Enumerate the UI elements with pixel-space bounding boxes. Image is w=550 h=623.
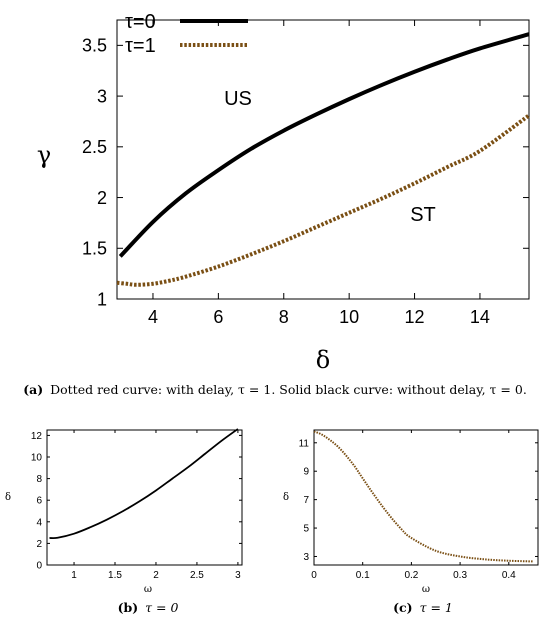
y-tick-label: 2.5 <box>82 137 107 157</box>
panel-b-plot-frame <box>46 429 243 566</box>
panel-c-ticks: 0 0.1 0.2 0.3 0.4 3 5 7 9 11 <box>299 430 538 581</box>
x-tick-label: 0.2 <box>404 570 418 581</box>
series-line-b-0 <box>49 428 239 540</box>
caption-c-text: τ = 1 <box>420 600 453 615</box>
x-tick-label: 10 <box>339 307 359 327</box>
caption-a-prefix: (a) <box>23 382 43 397</box>
x-tick-label: 12 <box>405 307 425 327</box>
panel-a-x-axis-label: δ <box>316 346 330 374</box>
caption-a: (a) Dotted red curve: with delay, τ = 1.… <box>23 382 527 397</box>
panel-a-plot-frame <box>116 19 530 300</box>
y-tick-label: 6 <box>36 496 42 507</box>
y-tick-label: 2 <box>36 539 42 550</box>
y-tick-label: 0 <box>36 561 42 572</box>
panel-b-x-axis-label: ω <box>144 584 152 595</box>
caption-a-text: Dotted red curve: with delay, τ = 1. Sol… <box>50 382 527 397</box>
y-tick-label: 1 <box>97 289 107 309</box>
y-tick-label: 3.5 <box>82 36 107 56</box>
panel-c-plot-frame <box>313 429 539 566</box>
caption-c-prefix: (c) <box>393 600 412 615</box>
panel-a-series <box>116 32 531 287</box>
panel-a-chart: 4 6 8 10 12 14 1 1.5 2 2.5 3 3.5 δ γ US ST τ=0 τ=1 <box>37 11 531 374</box>
panel-c-series <box>313 430 534 563</box>
y-tick-label: 3 <box>97 86 107 106</box>
panel-b-chart: 1 1.5 2 2.5 3 0 2 4 6 8 10 12 ω δ <box>5 428 243 595</box>
panel-c-chart: 0 0.1 0.2 0.3 0.4 3 5 7 9 11 ω δ <box>283 429 539 595</box>
y-tick-label: 9 <box>303 467 309 478</box>
panel-a-y-axis-label: γ <box>37 141 51 169</box>
caption-b-text: τ = 0 <box>145 600 178 615</box>
y-tick-label: 4 <box>36 517 42 528</box>
panel-a-legend: τ=0 τ=1 <box>125 11 248 57</box>
y-tick-label: 5 <box>303 524 309 535</box>
x-tick-label: 1 <box>71 570 77 581</box>
y-tick-label: 2 <box>97 188 107 208</box>
series-line-a-1 <box>116 113 531 287</box>
panel-a-ticks: 4 6 8 10 12 14 1 1.5 2 2.5 3 3.5 <box>82 20 529 327</box>
panel-b-series <box>49 428 239 540</box>
panel-a-annotation-us: US <box>224 88 252 110</box>
legend-label-tau1: τ=1 <box>125 35 156 57</box>
y-tick-label: 3 <box>303 552 309 563</box>
x-tick-label: 0.3 <box>453 570 467 581</box>
x-tick-label: 2.5 <box>190 570 204 581</box>
x-tick-label: 3 <box>235 570 241 581</box>
panel-a-annotation-st: ST <box>410 204 436 226</box>
x-tick-label: 4 <box>148 307 158 327</box>
caption-b: (b) τ = 0 <box>118 600 179 615</box>
x-tick-label: 0.4 <box>502 570 516 581</box>
caption-b-prefix: (b) <box>118 600 139 615</box>
series-line-a-0 <box>118 32 530 258</box>
x-tick-label: 1.5 <box>108 570 122 581</box>
y-tick-label: 8 <box>36 474 42 485</box>
panel-c-x-axis-label: ω <box>422 584 430 595</box>
x-tick-label: 2 <box>153 570 159 581</box>
y-tick-label: 10 <box>31 453 43 464</box>
y-tick-label: 12 <box>31 431 43 442</box>
panel-b-y-axis-label: δ <box>5 492 11 503</box>
y-tick-label: 7 <box>303 495 309 506</box>
x-tick-label: 0.1 <box>356 570 370 581</box>
y-tick-label: 1.5 <box>82 239 107 259</box>
caption-c: (c) τ = 1 <box>393 600 453 615</box>
x-tick-label: 6 <box>213 307 223 327</box>
panel-b-ticks: 1 1.5 2 2.5 3 0 2 4 6 8 10 12 <box>31 430 242 581</box>
y-tick-label: 11 <box>299 438 310 449</box>
legend-label-tau0: τ=0 <box>125 11 156 33</box>
x-tick-label: 14 <box>470 307 490 327</box>
x-tick-label: 0 <box>311 570 317 581</box>
series-line-c-0 <box>313 430 534 563</box>
x-tick-label: 8 <box>279 307 289 327</box>
panel-c-y-axis-label: δ <box>283 492 289 503</box>
